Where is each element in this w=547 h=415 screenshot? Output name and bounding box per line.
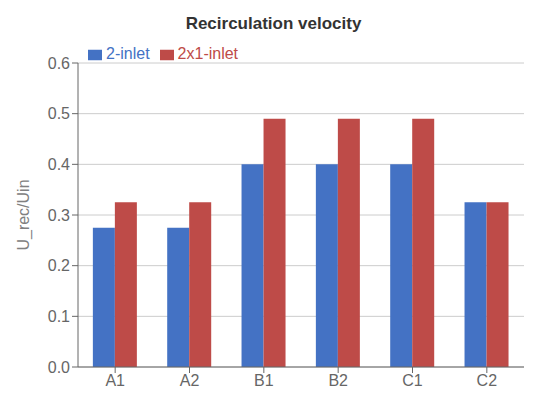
svg-text:U_rec/Uin: U_rec/Uin [15,179,33,250]
svg-text:0.0: 0.0 [48,359,70,376]
svg-text:C2: C2 [477,372,498,389]
svg-text:B2: B2 [328,372,348,389]
svg-text:0.3: 0.3 [48,207,70,224]
svg-text:0.1: 0.1 [48,308,70,325]
svg-text:0.4: 0.4 [48,156,70,173]
svg-text:0.5: 0.5 [48,105,70,122]
html-text:2-inlet: 2-inlet [106,45,150,62]
svg-text:A1: A1 [105,372,125,389]
svg-text:A2: A2 [180,372,200,389]
svg-text:0.6: 0.6 [48,55,70,72]
svg-text:C1: C1 [402,372,423,389]
svg-text:0.2: 0.2 [48,257,70,274]
html-text:2x1-inlet: 2x1-inlet [177,45,239,62]
svg-text:B1: B1 [254,372,274,389]
html-text:Recirculation velocity: Recirculation velocity [185,14,362,33]
